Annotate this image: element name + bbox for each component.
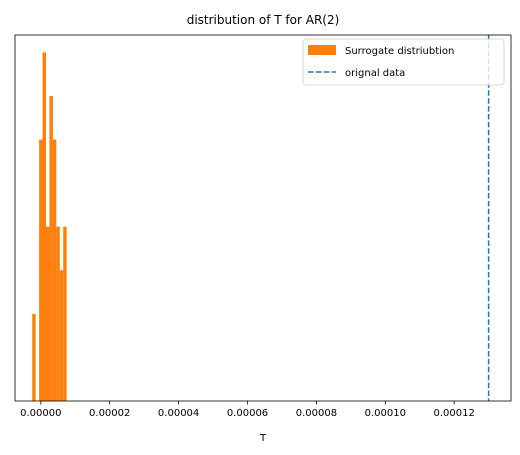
x-tick-label: 0.00010 <box>365 408 406 419</box>
histogram-bar-7 <box>56 226 60 401</box>
legend-label: Surrogate distriubtion <box>345 46 454 57</box>
x-axis-label: T <box>259 433 267 444</box>
histogram-bar-2 <box>39 139 43 402</box>
legend-box <box>302 38 505 86</box>
x-tick-label: 0.00006 <box>227 408 268 419</box>
histogram-bar-3 <box>42 52 46 402</box>
plot-frame <box>14 34 512 402</box>
histogram-bar-8 <box>59 270 64 401</box>
x-tick-label: 0.00000 <box>20 408 61 419</box>
legend: Surrogate distriubtion orignal data <box>302 38 505 86</box>
x-tick-label: 0.00002 <box>89 408 130 419</box>
x-axis-ticks: 0.00000 0.00002 0.00004 0.00006 0.00008 0.000… <box>20 401 475 419</box>
histogram-bar-9 <box>63 226 67 401</box>
x-tick-label: 0.00004 <box>158 408 199 419</box>
x-tick-label: 0.00008 <box>296 408 337 419</box>
histogram-bar-4 <box>46 226 50 401</box>
chart-title: distribution of T for AR(2) <box>187 13 340 27</box>
legend-label: orignal data <box>345 68 405 79</box>
x-tick-label: 0.00012 <box>433 408 474 419</box>
histogram-bar-0 <box>32 313 36 401</box>
histogram-bar-6 <box>52 139 57 402</box>
legend-swatch-surrogate <box>308 45 336 55</box>
histogram-bars <box>32 52 67 402</box>
histogram-bar-5 <box>49 96 53 401</box>
